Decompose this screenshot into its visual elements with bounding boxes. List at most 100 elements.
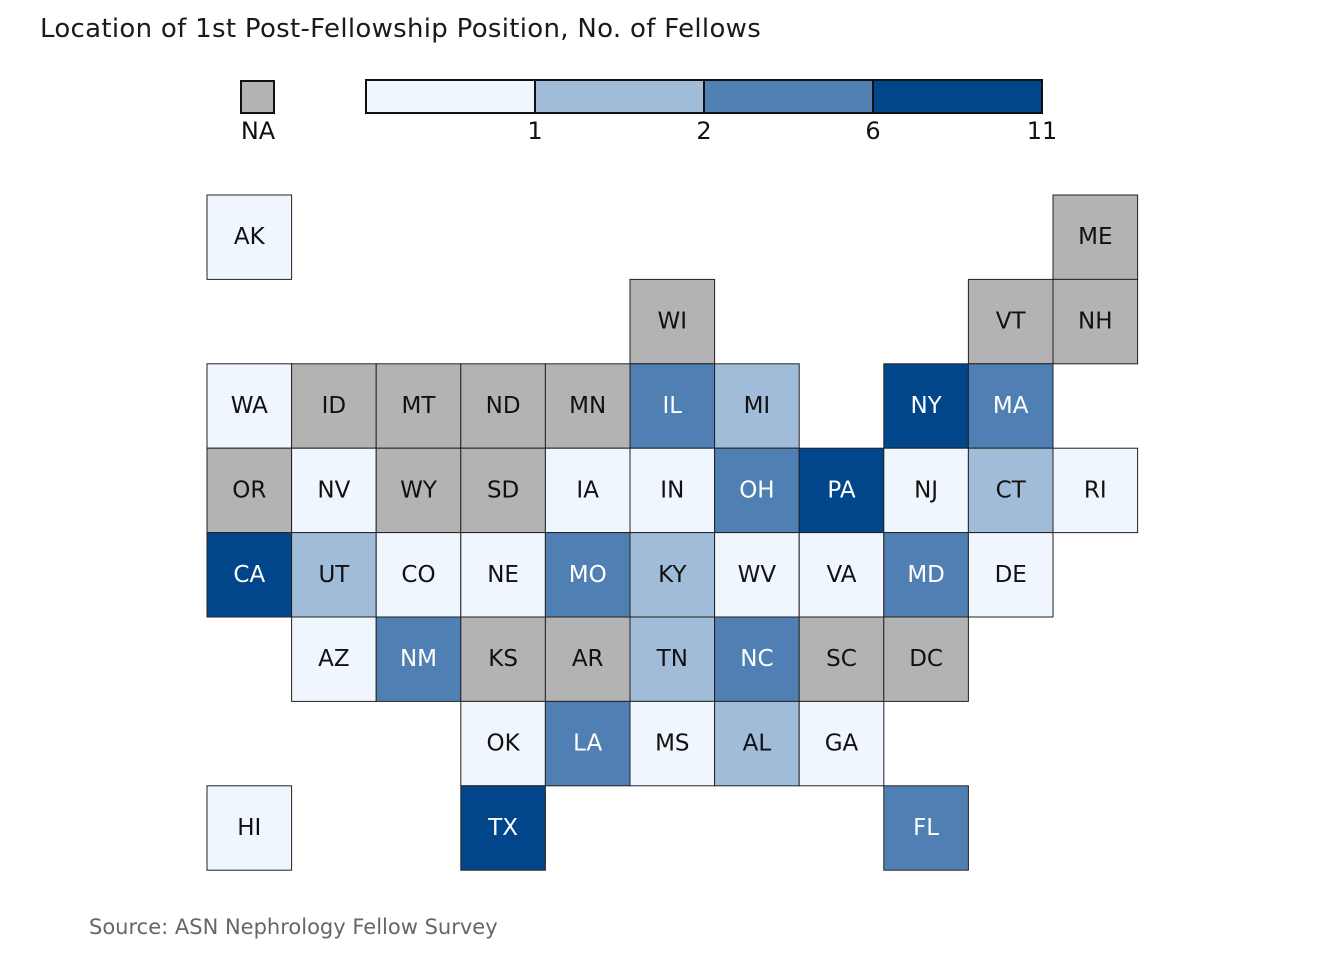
tile-wy [375,447,462,534]
tile-dc [883,616,969,702]
tile-mt [375,363,462,449]
tile-la [544,700,631,787]
tile-ok [460,700,546,787]
tile-ia [544,447,631,534]
tile-label-ma: MA [993,393,1029,419]
tile-id [291,363,377,449]
legend-na-label: NA [241,117,276,145]
legend-swatch-1 [534,79,705,114]
tile-nc [714,616,800,702]
tile-label-sc: SC [826,646,857,672]
tile-label-nv: NV [317,477,350,503]
legend-break-label: 6 [865,117,880,145]
legend-swatch-3 [872,79,1043,114]
tile-label-md: MD [907,562,945,588]
tile-label-mi: MI [744,393,771,419]
tile-label-ky: KY [658,562,687,588]
tile-label-ok: OK [487,731,521,757]
tile-tx [460,785,546,871]
tile-label-co: CO [401,562,435,588]
tile-label-dc: DC [909,646,943,672]
tile-ks [460,616,546,702]
tile-nm [375,616,462,702]
tile-fl [883,785,969,871]
tile-wi [629,278,716,365]
tile-label-sd: SD [487,477,519,503]
tile-ar [544,616,631,702]
tile-ri [1052,447,1139,534]
tile-label-ga: GA [825,731,859,757]
legend-break-label: 2 [696,117,711,145]
tile-label-ar: AR [572,646,604,672]
tile-pa [798,447,885,534]
legend-na-swatch [240,80,275,114]
tile-label-id: ID [322,393,347,419]
tile-label-tx: TX [487,815,518,841]
tile-az [291,616,377,702]
tile-oh [714,447,800,534]
tile-label-mn: MN [569,393,606,419]
tile-label-ny: NY [910,393,942,419]
tile-nh [1052,278,1139,365]
tile-ne [460,532,546,618]
tile-ak [206,194,293,280]
tile-label-ne: NE [487,562,519,588]
tile-or [206,447,293,534]
tile-ct [967,447,1054,534]
tile-label-nj: NJ [914,477,938,503]
tile-me [1052,194,1139,280]
tile-ny [883,363,969,449]
tile-mo [544,532,631,618]
chart-title: Location of 1st Post-Fellowship Position… [40,14,762,44]
tile-label-oh: OH [739,477,774,503]
tile-label-ia: IA [576,477,599,503]
tile-label-nc: NC [740,646,773,672]
tile-sd [460,447,546,534]
tile-label-ri: RI [1084,477,1107,503]
legend-swatch-2 [703,79,874,114]
tile-nd [460,363,546,449]
tile-label-fl: FL [913,815,939,841]
legend-break-label: 11 [1027,117,1058,145]
tile-al [714,700,800,787]
tile-label-me: ME [1078,224,1112,250]
tile-ms [629,700,716,787]
tile-in [629,447,716,534]
tile-label-va: VA [827,562,857,588]
tile-label-la: LA [573,731,602,757]
legend-break-label: 1 [527,117,542,145]
tile-label-ak: AK [234,224,266,250]
tile-label-wy: WY [400,477,438,503]
tile-label-tn: TN [656,646,688,672]
tile-label-wi: WI [658,309,688,335]
tile-label-wv: WV [738,562,777,588]
tile-ky [629,532,716,618]
source-note: Source: ASN Nephrology Fellow Survey [89,915,498,939]
tile-mi [714,363,800,449]
tile-label-vt: VT [996,309,1027,335]
tile-label-mt: MT [402,393,437,419]
tile-label-hi: HI [237,815,261,841]
tile-label-il: IL [662,393,682,419]
tile-ma [967,363,1054,449]
tile-label-wa: WA [231,393,268,419]
tile-label-ms: MS [655,731,689,757]
tile-hi [206,785,293,871]
tile-nj [883,447,969,534]
tile-label-al: AL [743,731,772,757]
tile-label-ct: CT [996,477,1027,503]
tile-label-nm: NM [400,646,437,672]
tile-mn [544,363,631,449]
tile-nv [291,447,377,534]
legend-swatch-0 [365,79,536,114]
tile-label-ca: CA [233,562,265,588]
tile-label-mo: MO [569,562,607,588]
tile-label-nh: NH [1078,309,1113,335]
tile-label-in: IN [660,477,684,503]
tile-label-ks: KS [488,646,518,672]
tile-de [967,532,1054,618]
tile-sc [798,616,885,702]
tile-label-or: OR [232,477,266,503]
tile-label-ut: UT [318,562,350,588]
